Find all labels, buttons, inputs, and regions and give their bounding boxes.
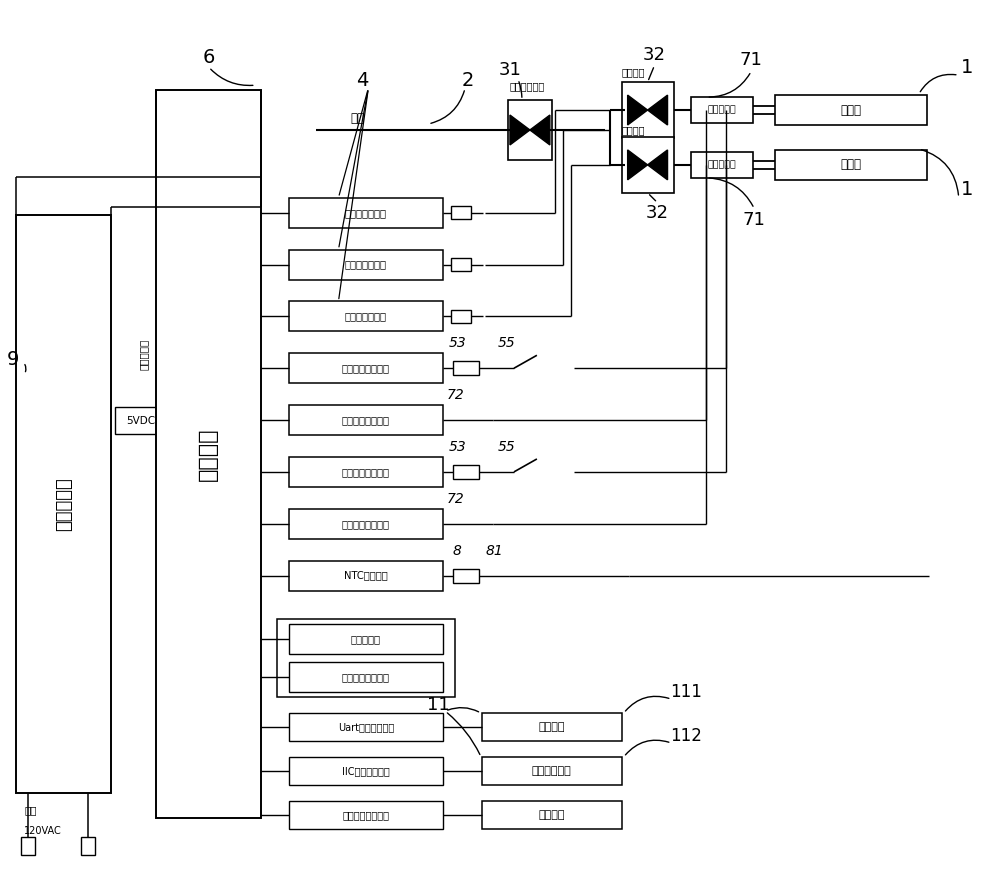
Text: 31: 31 [499,61,521,80]
Text: 外部环境检测电路: 外部环境检测电路 [342,672,390,682]
Bar [289,249,443,279]
Text: 门锁电机控制电路: 门锁电机控制电路 [342,810,389,819]
Text: 1: 1 [961,180,973,199]
Polygon shape [510,115,530,145]
Bar [453,465,479,479]
Bar [453,568,479,583]
Text: 脉冲点火驱动电路: 脉冲点火驱动电路 [342,363,390,373]
Text: 电磁阀驱动电路: 电磁阀驱动电路 [345,208,387,217]
Bar [289,509,443,538]
Polygon shape [648,95,668,125]
Text: 电磁阀驱动电路: 电磁阀驱动电路 [345,311,387,322]
Text: 看门狗电路: 看门狗电路 [351,635,381,644]
Bar [277,620,455,697]
Text: 火焰探测器: 火焰探测器 [708,160,737,170]
Bar [289,662,443,692]
Bar [482,757,622,785]
Text: 电磁阀驱动电路: 电磁阀驱动电路 [345,260,387,270]
Bar [289,624,443,654]
Text: 燃烧器: 燃烧器 [841,158,862,171]
Text: 主控单元: 主控单元 [198,427,218,481]
Text: 9: 9 [6,350,19,369]
Text: 5VDC: 5VDC [126,415,156,425]
Bar [16,215,111,793]
Polygon shape [628,95,648,125]
Text: 燃气: 燃气 [350,111,364,125]
Text: 2: 2 [462,71,474,89]
Bar [289,757,443,785]
Bar [289,301,443,332]
Text: 燃烧器: 燃烧器 [841,103,862,117]
Bar [691,97,753,123]
Text: 32: 32 [646,203,669,222]
Bar [622,82,674,138]
Text: 112: 112 [671,727,702,745]
Bar [289,405,443,435]
Bar [289,198,443,228]
Text: 8: 8 [453,544,462,558]
Text: 11: 11 [427,697,450,714]
Bar [453,362,479,375]
Text: 离子探火驱动电路: 离子探火驱动电路 [342,519,390,529]
Text: 55: 55 [498,336,516,350]
Text: 脉冲点火驱动电路: 脉冲点火驱动电路 [342,467,390,476]
Text: 变压器电源: 变压器电源 [139,339,149,370]
Bar [289,560,443,591]
Text: 4: 4 [356,71,369,89]
Text: 53: 53 [448,440,466,454]
Text: 81: 81 [485,544,503,558]
Bar [289,713,443,741]
Bar [775,150,927,179]
Text: 32: 32 [643,46,666,65]
Text: 电磁阀组: 电磁阀组 [622,125,645,135]
Text: 电磁阀组: 电磁阀组 [622,67,645,77]
Text: 72: 72 [446,492,464,506]
Bar [115,408,167,434]
Text: 1: 1 [961,57,973,77]
Text: 71: 71 [743,210,766,229]
Text: Uart通讯接口电路: Uart通讯接口电路 [338,722,394,732]
Polygon shape [628,150,648,179]
Bar [622,137,674,193]
Text: 离子探火驱动电路: 离子探火驱动电路 [342,415,390,425]
Bar [451,258,471,271]
Text: 外部扩展电路: 外部扩展电路 [532,766,572,776]
Bar [289,801,443,829]
Text: 门锁机构: 门锁机构 [539,810,565,819]
Bar [451,206,471,219]
Bar [81,837,95,855]
Bar [482,713,622,741]
Bar [289,354,443,383]
Bar [21,837,35,855]
Bar [775,95,927,125]
Text: NTC驱动电路: NTC驱动电路 [344,570,388,581]
Bar [289,457,443,487]
Bar [156,90,261,818]
Text: IIC通讯接口电路: IIC通讯接口电路 [342,766,390,776]
Bar [451,310,471,323]
Polygon shape [530,115,550,145]
Text: 71: 71 [740,51,763,69]
Polygon shape [648,150,668,179]
Text: 变压器电源: 变压器电源 [55,477,73,530]
Text: 120VAC: 120VAC [24,826,62,835]
Text: 72: 72 [446,388,464,402]
Text: 55: 55 [498,440,516,454]
Bar [482,801,622,829]
Text: 111: 111 [671,683,702,701]
Text: 主气路电磁阀: 主气路电磁阀 [510,81,545,91]
Text: 火焰探测器: 火焰探测器 [708,105,737,115]
Text: 人机界面: 人机界面 [539,722,565,732]
Text: 53: 53 [448,336,466,350]
Text: 6: 6 [203,48,215,66]
Bar [691,152,753,178]
Bar [508,100,552,160]
Text: 电源: 电源 [24,804,37,815]
